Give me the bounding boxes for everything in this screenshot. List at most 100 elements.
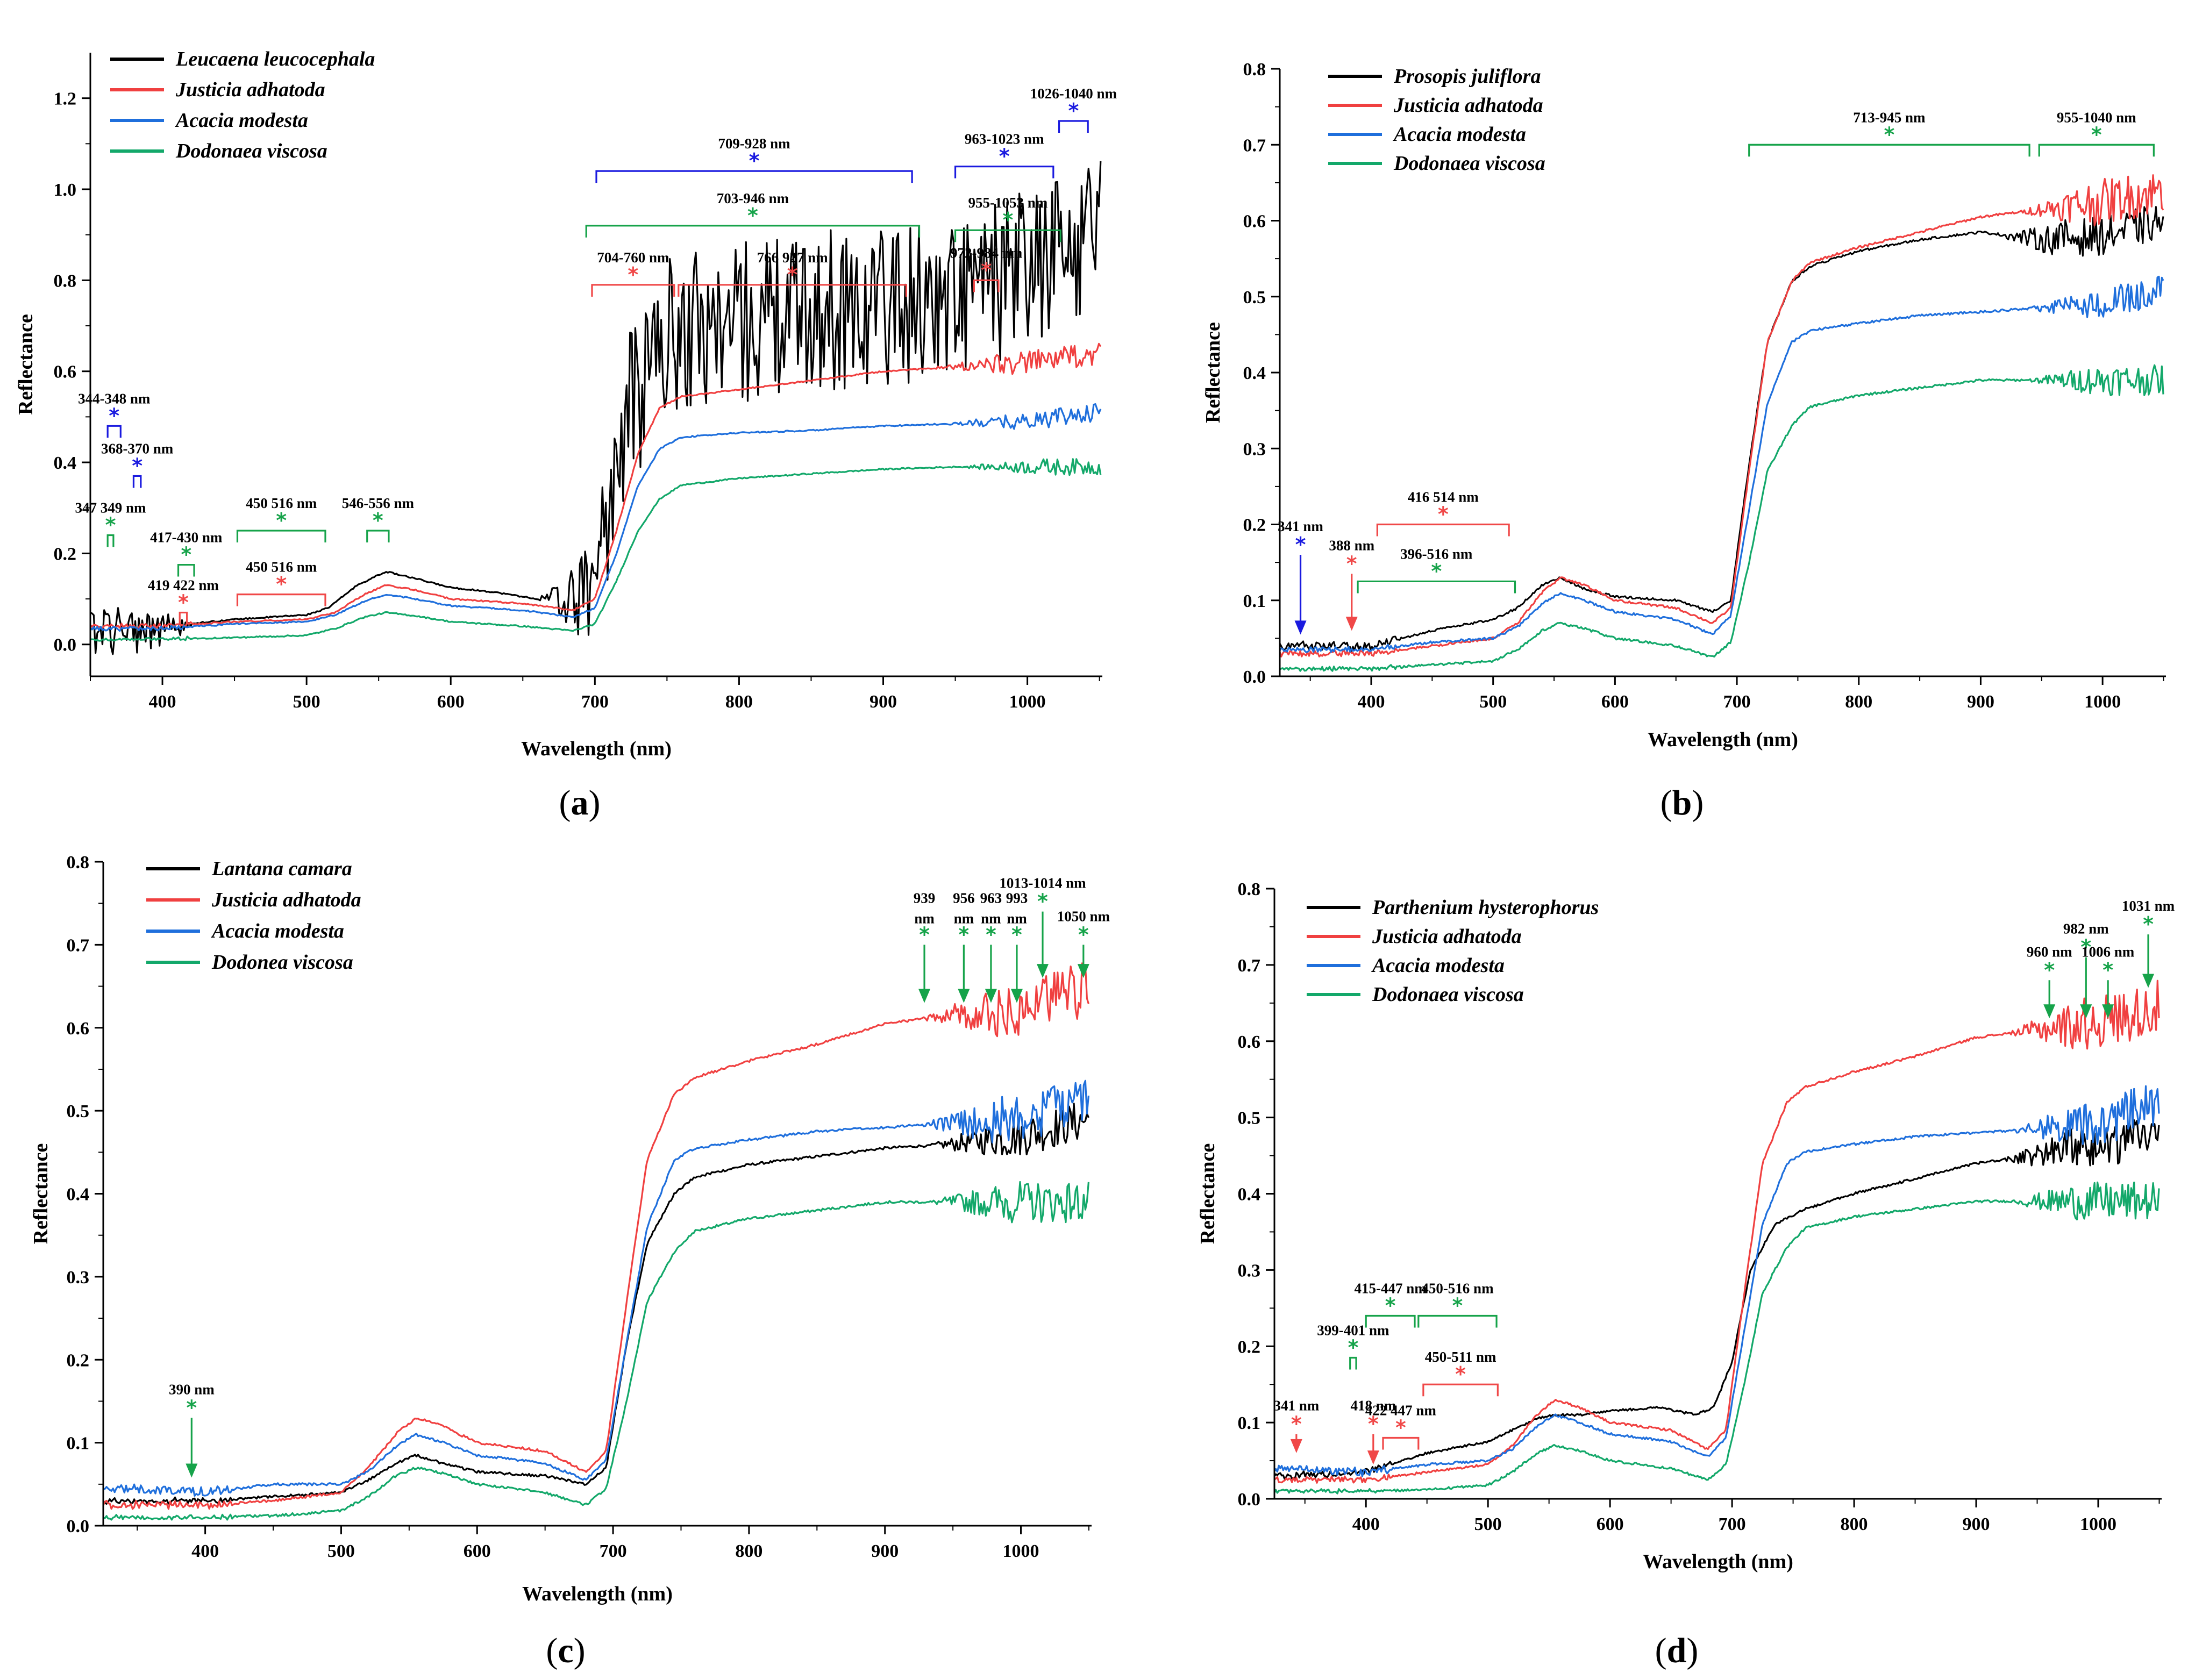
x-tick-label: 600: [464, 1541, 491, 1561]
annotation-star: *: [1884, 123, 1894, 146]
annotation-star: *: [981, 258, 992, 282]
annotation-star: *: [1078, 923, 1089, 946]
annotation-arrow-head: [1294, 620, 1307, 635]
annotation-star: *: [1348, 1336, 1358, 1360]
annotation-star: *: [1385, 1294, 1396, 1318]
x-tick-label: 600: [437, 692, 465, 712]
annotation-star: *: [1438, 503, 1449, 526]
annotation-label: 963-1023 nm: [965, 131, 1044, 147]
y-tick-label: 0.3: [1243, 439, 1266, 459]
annotation-star: *: [132, 454, 142, 477]
annotation-arrow-head: [1036, 964, 1049, 978]
y-tick-label: 0.6: [54, 362, 77, 382]
series-line-blue: [103, 1080, 1089, 1497]
annotation-bracket: [236, 530, 326, 543]
y-tick-label: 0.3: [67, 1268, 90, 1288]
annotation-star: *: [747, 204, 758, 227]
x-tick-label: 500: [327, 1541, 355, 1561]
y-tick-label: 0.2: [1243, 516, 1266, 535]
x-tick-label: 1000: [2080, 1514, 2116, 1534]
annotation-star: *: [749, 149, 760, 173]
panel-label: (d): [1655, 1631, 1699, 1670]
annotation-bracket: [1748, 144, 2030, 157]
series-line-blue: [90, 403, 1102, 632]
x-tick-label: 500: [1474, 1514, 1502, 1534]
legend-label: Justicia adhatoda: [1393, 94, 1543, 117]
x-axis-label: Wavelength (nm): [1648, 728, 1798, 751]
series-line-green: [1280, 364, 2164, 672]
annotation-star: *: [1452, 1294, 1463, 1318]
x-tick-label: 800: [1845, 692, 1872, 712]
y-axis-label: Reflectance: [30, 1143, 52, 1245]
panel-label: (b): [1660, 783, 1704, 823]
x-tick-label: 800: [735, 1541, 762, 1561]
legend-label: Lantana camara: [211, 857, 352, 880]
annotation-label: nm: [1007, 910, 1027, 926]
annotation-bracket: [678, 284, 907, 297]
y-tick-label: 0.4: [1243, 363, 1266, 383]
x-tick-label: 400: [149, 692, 176, 712]
legend-label: Dodonaea viscosa: [1372, 983, 1524, 1006]
annotation-star: *: [1291, 1412, 1302, 1435]
series-line-black: [103, 1103, 1089, 1505]
annotation-label: 399-401 nm: [1317, 1322, 1389, 1339]
annotation-star: *: [276, 573, 287, 596]
annotation-label: nm: [981, 910, 1001, 926]
legend-label: Justicia adhatoda: [175, 78, 325, 101]
annotation-arrow-head: [186, 1463, 198, 1478]
annotation-label: 415-447 nm: [1354, 1281, 1427, 1297]
y-tick-label: 0.1: [67, 1434, 90, 1454]
annotation-star: *: [1037, 890, 1048, 913]
series-line-green: [103, 1181, 1089, 1521]
annotation-star: *: [999, 145, 1010, 168]
series-line-red: [103, 962, 1089, 1510]
series-line-black: [1280, 206, 2164, 652]
annotation-star: *: [373, 509, 383, 532]
x-tick-label: 700: [1719, 1514, 1746, 1534]
x-tick-label: 600: [1601, 692, 1629, 712]
series-line-green: [1274, 1181, 2160, 1495]
y-tick-label: 0.5: [1243, 288, 1266, 308]
y-axis-label: Reflectance: [15, 314, 37, 415]
series-line-green: [90, 458, 1102, 642]
annotation-label: 982 nm: [2063, 921, 2109, 937]
chart-panel-d: 400 500 600 700 800 900 1000 0.0 0.1 0.2 0.3 0.4 0.5…: [1196, 880, 2175, 1670]
annotation-label: 963: [980, 890, 1002, 906]
y-tick-label: 0.8: [1238, 880, 1261, 899]
annotation-label: 1026-1040 nm: [1030, 85, 1117, 102]
y-tick-label: 0.7: [1238, 956, 1261, 976]
annotation-star: *: [1455, 1362, 1466, 1386]
y-tick-label: 1.0: [54, 180, 77, 200]
annotation-arrow-head: [1290, 1439, 1302, 1453]
y-tick-label: 0.8: [54, 271, 77, 291]
annotation-star: *: [1002, 208, 1013, 232]
x-tick-label: 1000: [1003, 1541, 1039, 1561]
annotation-arrow-head: [1367, 1450, 1379, 1465]
x-tick-label: 400: [1358, 692, 1385, 712]
legend-label: Justicia adhatoda: [211, 889, 361, 911]
y-tick-label: 0.3: [1238, 1261, 1261, 1281]
annotation-label: 939: [914, 890, 936, 906]
annotation-label: 713-945 nm: [1853, 109, 1926, 125]
legend-label: Leucaena leucocephala: [175, 48, 375, 70]
annotation-star: *: [1431, 559, 1442, 583]
x-tick-label: 500: [293, 692, 320, 712]
annotation-bracket: [585, 225, 921, 238]
x-tick-label: 900: [1963, 1514, 1990, 1534]
annotation-label: 766 927 nm: [757, 249, 829, 266]
series-line-red: [90, 342, 1102, 630]
annotation-star: *: [628, 263, 638, 287]
annotation-star: *: [1011, 923, 1022, 946]
annotation-label: nm: [914, 910, 935, 926]
annotation-label: 956: [953, 890, 975, 906]
annotation-bracket: [177, 563, 195, 577]
annotation-star: *: [1368, 1412, 1379, 1435]
annotation-bracket: [1422, 1383, 1499, 1397]
annotation-label: 390 nm: [169, 1381, 215, 1397]
y-tick-label: 0.0: [67, 1517, 90, 1536]
annotation-label: 1050 nm: [1057, 908, 1110, 924]
annotation-arrow-head: [2102, 1004, 2114, 1019]
y-tick-label: 0.2: [1238, 1337, 1261, 1357]
x-tick-label: 700: [581, 692, 609, 712]
